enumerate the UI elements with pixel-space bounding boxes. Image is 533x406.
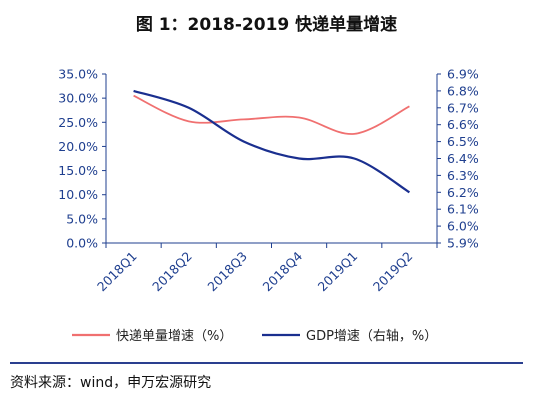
- y-right-tick-label: 6.7%: [447, 100, 479, 115]
- y-left-tick-label: 35.0%: [58, 67, 98, 82]
- y-left-tick-label: 15.0%: [58, 163, 98, 178]
- y-right-tick-label: 6.1%: [447, 202, 479, 217]
- chart-title: 图 1：2018-2019 快递单量增速: [135, 15, 398, 35]
- source-divider: [10, 362, 523, 364]
- x-tick-label: 2018Q2: [149, 249, 195, 295]
- y-right-tick-label: 6.6%: [447, 117, 479, 132]
- y-left-tick-label: 10.0%: [58, 187, 98, 202]
- series-line-2: [133, 89, 410, 194]
- y-right-tick-label: 6.2%: [447, 185, 479, 200]
- y-left-tick-label: 20.0%: [58, 139, 98, 154]
- y-right-tick-label: 6.8%: [447, 83, 479, 98]
- x-tick-label: 2018Q3: [204, 249, 250, 295]
- x-tick-label: 2018Q4: [260, 248, 306, 294]
- y-right-tick-label: 5.9%: [447, 236, 479, 251]
- chart-legend: 快递单量增速（%） GDP增速（右轴，%）: [72, 329, 437, 344]
- y-right-tick-label: 6.9%: [447, 67, 479, 82]
- y-left-tick-label: 30.0%: [58, 91, 98, 106]
- chart-axes: 0.0% 5.0% 10.0% 15.0% 20.0% 25.0% 30.0% 35.0% 5.…: [58, 67, 479, 295]
- y-right-tick-label: 6.0%: [447, 219, 479, 234]
- x-tick-label: 2019Q2: [370, 249, 416, 295]
- y-left-tick-label: 0.0%: [66, 236, 98, 251]
- y-right-tick-label: 6.5%: [447, 134, 479, 149]
- legend-label-1: 快递单量增速（%）: [116, 329, 232, 344]
- y-left-tick-label: 25.0%: [58, 115, 98, 130]
- y-left-tick-label: 5.0%: [66, 211, 98, 226]
- legend-label-2: GDP增速（右轴，%）: [306, 329, 437, 344]
- x-tick-label: 2019Q1: [315, 249, 361, 295]
- series-line-1: [133, 94, 410, 135]
- source-note: 资料来源：wind，申万宏源研究: [10, 375, 212, 391]
- y-right-tick-label: 6.4%: [447, 151, 479, 166]
- line-chart: 0.0% 5.0% 10.0% 15.0% 20.0% 25.0% 30.0% 35.0% 5.…: [58, 67, 479, 345]
- chart-series: [133, 89, 410, 194]
- y-right-tick-label: 6.3%: [447, 168, 479, 183]
- x-tick-label: 2018Q1: [94, 249, 140, 295]
